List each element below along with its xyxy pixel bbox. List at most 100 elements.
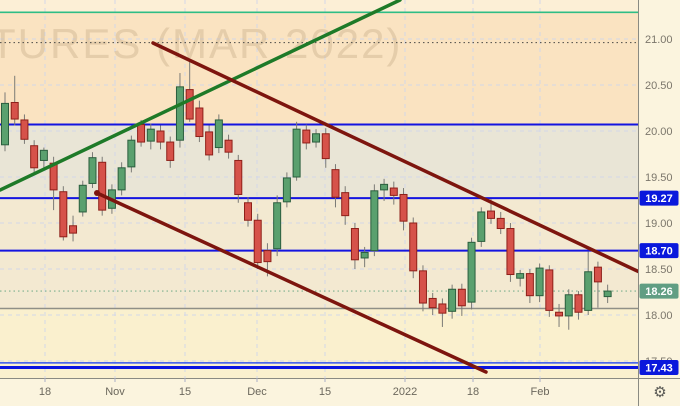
candle-body [195,107,204,138]
candle-body [156,130,165,143]
time-tick-label: 15 [179,386,191,398]
candle-body [409,222,418,272]
candle [380,178,389,201]
candle-body [214,119,223,149]
candle-body [166,141,175,161]
candle-body [477,211,486,242]
candle [59,186,68,241]
candle [117,162,126,196]
time-tick-label: Nov [105,386,125,398]
candle-body [137,124,146,143]
candle-body [467,241,476,303]
candle-body [20,119,29,140]
candle-body [69,225,78,234]
candle-body [175,86,184,141]
candle-body [603,290,612,298]
candle [302,124,311,150]
candle-body [399,193,408,222]
candle [545,265,554,317]
candle-body [418,270,427,304]
descending-channel-lower[interactable] [95,191,488,374]
candle [584,251,593,315]
candle-body [263,250,272,263]
candle [516,269,525,287]
candle-body [574,294,583,313]
candle [78,180,87,217]
candlestick-series [1,61,612,330]
candle-body [380,183,389,191]
candle [10,75,19,126]
candle-body [205,131,214,156]
candle [574,291,583,320]
candle [399,188,408,231]
level-17-43-label: 17.43 [645,362,673,374]
candle-body [98,161,107,211]
candle-body [312,133,321,143]
candle [564,289,573,330]
candle-body [185,89,194,120]
candle-body [535,267,544,297]
candle [525,269,534,304]
candle [30,140,39,173]
level-18-70-label-box [639,243,679,259]
candle [350,223,359,269]
candle [360,246,369,268]
candle-body [10,101,19,120]
candle [593,261,602,308]
time-axis-background [0,378,680,406]
trendlines [0,0,650,374]
candle-body [117,167,126,191]
candle [175,73,184,148]
candle [156,125,165,150]
candle [214,114,223,154]
candle-body [457,288,466,307]
candle-body [516,273,525,279]
candle-body [30,145,39,169]
candle [506,223,515,282]
candle [312,129,321,148]
candle [321,128,330,168]
candle [69,215,78,242]
candle-body [438,303,447,314]
candle [535,263,544,303]
ascending-support-green[interactable] [0,0,402,192]
descending-channel-lower-endpoint[interactable] [94,190,100,196]
candle-body [292,128,301,178]
candle [195,100,204,143]
descending-channel-upper[interactable] [151,41,650,277]
candle [224,134,233,159]
candle [418,265,427,312]
candle-body [146,128,155,142]
candle [166,136,175,168]
candle [389,181,398,205]
time-tick-label: 18 [39,386,51,398]
settings-gear-icon[interactable]: ⚙ [653,384,666,401]
grid-lines [0,0,638,378]
candle-body [59,191,68,238]
candle [253,213,262,269]
candle-body [282,177,291,203]
candle-body [224,139,233,153]
last-price-line-label-box [639,283,679,299]
time-tick-label: Dec [247,386,267,398]
price-tick-label: 18.50 [645,264,673,276]
candle [448,284,457,319]
candle [331,164,340,208]
candle [39,147,48,168]
candle [205,125,214,161]
candle [341,186,350,225]
candle-body [234,159,243,195]
candle-body [487,210,495,219]
candle [244,197,252,227]
candle-body [584,271,593,311]
candle [282,172,291,208]
price-tick-label: 18.00 [645,310,673,322]
candle [127,135,136,173]
level-18-70-label: 18.70 [645,246,673,258]
candle-body [545,269,554,311]
candle-body [525,273,534,297]
candle-body [321,133,330,160]
